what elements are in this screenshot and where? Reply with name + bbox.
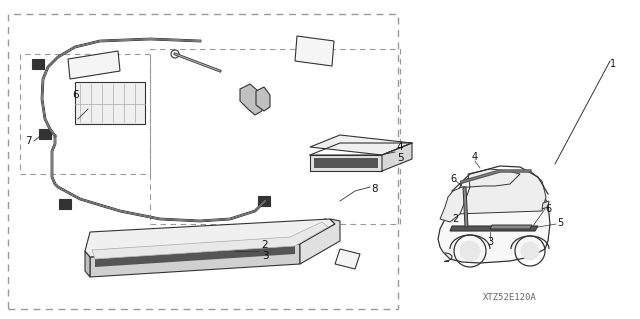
Text: 4: 4 xyxy=(397,142,403,152)
Text: 2: 2 xyxy=(262,240,268,250)
Polygon shape xyxy=(85,251,90,277)
Bar xyxy=(75,82,145,124)
Polygon shape xyxy=(68,51,120,79)
Polygon shape xyxy=(90,219,335,257)
Polygon shape xyxy=(335,249,360,269)
Polygon shape xyxy=(256,87,270,111)
Text: 6: 6 xyxy=(545,204,551,214)
Text: 6: 6 xyxy=(73,90,79,100)
Polygon shape xyxy=(92,222,328,259)
Polygon shape xyxy=(310,135,412,155)
Polygon shape xyxy=(463,187,468,227)
Text: 1: 1 xyxy=(610,59,616,69)
Polygon shape xyxy=(310,155,382,171)
Bar xyxy=(32,59,44,69)
Bar xyxy=(39,129,51,139)
Polygon shape xyxy=(382,143,412,171)
Polygon shape xyxy=(314,158,378,168)
Bar xyxy=(59,199,71,209)
Polygon shape xyxy=(438,173,550,263)
Bar xyxy=(258,196,270,206)
Circle shape xyxy=(460,241,480,261)
Polygon shape xyxy=(95,246,295,267)
Text: 5: 5 xyxy=(557,218,563,228)
Text: 2: 2 xyxy=(452,214,458,224)
Bar xyxy=(20,54,150,174)
Polygon shape xyxy=(490,225,532,229)
Polygon shape xyxy=(440,187,470,222)
Polygon shape xyxy=(295,36,334,66)
Polygon shape xyxy=(240,84,262,115)
Polygon shape xyxy=(468,169,520,187)
Polygon shape xyxy=(455,171,546,214)
Polygon shape xyxy=(300,219,340,264)
Polygon shape xyxy=(85,219,335,257)
Polygon shape xyxy=(90,244,300,277)
Text: 7: 7 xyxy=(25,136,31,146)
Text: 3: 3 xyxy=(262,251,268,261)
Bar xyxy=(150,49,400,224)
Bar xyxy=(8,14,398,309)
Polygon shape xyxy=(450,226,538,231)
Text: 5: 5 xyxy=(397,153,403,163)
Text: 8: 8 xyxy=(372,184,378,194)
Text: 4: 4 xyxy=(472,152,478,162)
Circle shape xyxy=(521,242,539,260)
Text: XTZ52E120A: XTZ52E120A xyxy=(483,293,537,301)
Text: 6: 6 xyxy=(450,174,456,184)
Polygon shape xyxy=(542,201,549,209)
Text: 3: 3 xyxy=(487,237,493,247)
